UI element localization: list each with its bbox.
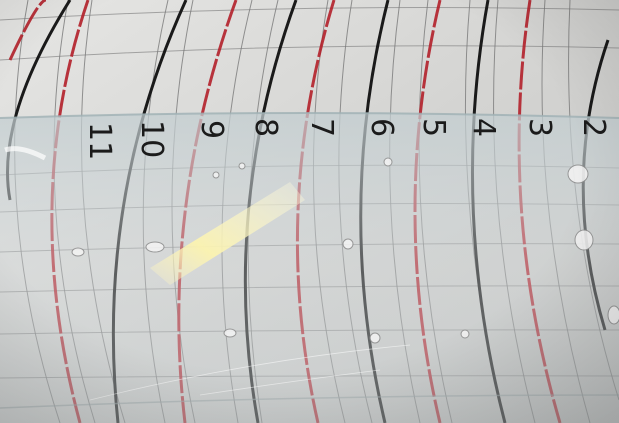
chart-photo: 11 10 9 8 7 6 5 4 3 2 [0, 0, 619, 423]
vignette [0, 0, 619, 423]
photo-frame: 11 10 9 8 7 6 5 4 3 2 [0, 0, 619, 423]
